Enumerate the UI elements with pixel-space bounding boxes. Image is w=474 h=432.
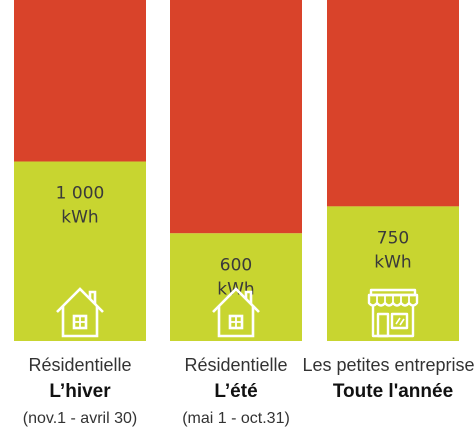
bar-value-label: 750 — [377, 228, 409, 248]
house-body — [61, 306, 99, 338]
house-icon — [212, 287, 260, 338]
house-chimney — [88, 290, 97, 304]
bar-value-label: 600 — [220, 255, 252, 275]
store-window-glare — [395, 317, 405, 326]
category-label-line2: Toute l'année — [333, 381, 453, 402]
house-window-cross — [230, 316, 242, 328]
category-label-line1: Les petites entreprises — [302, 355, 474, 375]
house-icon — [56, 287, 104, 338]
house-roof — [212, 287, 260, 313]
store-awning — [367, 293, 419, 307]
bar-value-label: 1 000 — [56, 184, 105, 204]
house-window-cross — [74, 316, 86, 328]
house-roof — [56, 287, 104, 313]
category-label-line3: (mai 1 - oct.31) — [182, 410, 290, 427]
store-door — [376, 312, 390, 338]
bar-excess-segment — [327, 0, 459, 207]
category-label-line2: L’hiver — [49, 381, 111, 402]
category-label-line3: (nov.1 - avril 30) — [23, 410, 137, 427]
bar-value-unit: kWh — [61, 208, 98, 228]
category-label-line2: L’été — [214, 381, 257, 402]
bar-excess-segment — [170, 0, 302, 234]
bar-value-segment — [14, 161, 146, 341]
house-chimney — [244, 290, 253, 304]
store-window — [390, 312, 409, 330]
bar-excess-segment — [14, 0, 146, 162]
category-label-line1: Résidentielle — [28, 355, 131, 375]
store-body — [371, 305, 415, 338]
bar-value-unit: kWh — [374, 252, 411, 272]
house-body — [217, 306, 255, 338]
storefront-icon — [367, 288, 419, 338]
category-label-line1: Résidentielle — [184, 355, 287, 375]
